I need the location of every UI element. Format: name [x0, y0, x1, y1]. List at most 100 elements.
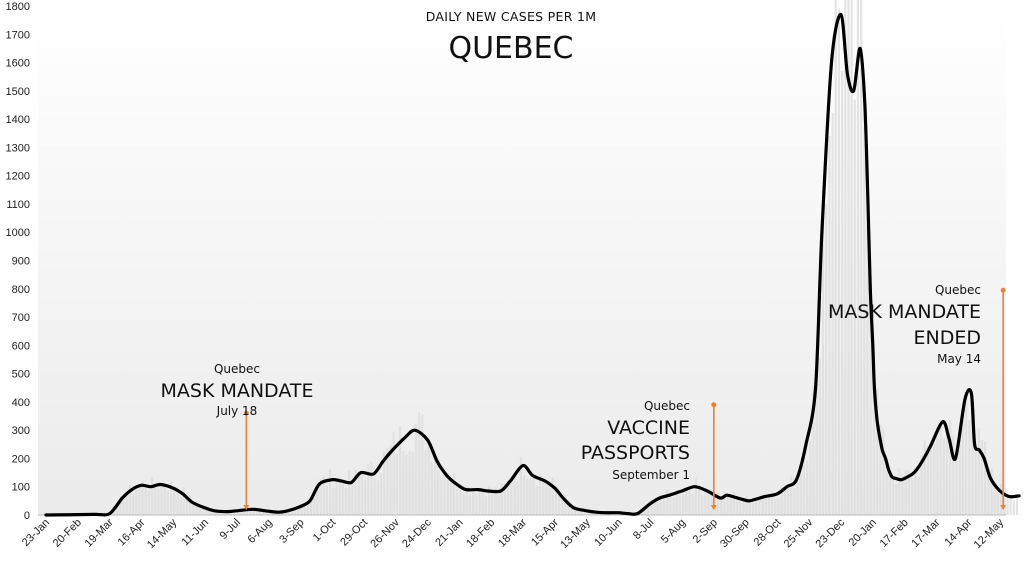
daily-bar [491, 490, 494, 515]
daily-bar [914, 468, 917, 515]
daily-bar [163, 486, 166, 515]
daily-bar [844, 0, 847, 515]
x-tick-label: 17-Mar [909, 516, 942, 549]
annotation-arrowhead [243, 505, 250, 510]
annotation-event: ENDED [914, 327, 981, 349]
daily-bar [802, 457, 805, 515]
daily-bar [179, 496, 182, 515]
daily-bar [335, 481, 338, 515]
daily-bar [157, 488, 160, 515]
chart-title: QUEBEC [448, 31, 573, 66]
daily-bar [421, 414, 424, 515]
x-tick-label: 14-Apr [942, 516, 974, 548]
daily-bar [974, 446, 977, 515]
daily-bar [287, 509, 290, 515]
daily-bar [653, 499, 656, 515]
daily-bar [872, 374, 875, 515]
daily-bar [650, 500, 653, 515]
daily-bar [386, 447, 389, 515]
y-tick-label: 400 [12, 397, 30, 409]
x-tick-label: 20-Jan [847, 517, 879, 549]
daily-bar [570, 504, 573, 515]
daily-bar [955, 454, 958, 515]
annotation-date: July 18 [216, 404, 258, 418]
daily-bar [437, 459, 440, 515]
daily-bar [472, 489, 475, 515]
daily-bar [173, 489, 176, 515]
daily-bar [904, 470, 907, 515]
daily-bar [224, 512, 227, 515]
daily-bar [249, 509, 252, 515]
daily-bar [395, 454, 398, 515]
daily-bar [554, 486, 557, 515]
daily-bar [920, 455, 923, 515]
daily-bar [383, 451, 386, 515]
daily-bar [255, 509, 259, 515]
daily-bar [729, 496, 732, 515]
daily-bar [227, 511, 230, 515]
daily-bar [911, 478, 914, 515]
daily-bar [958, 433, 961, 515]
x-tick-label: 21-Jan [433, 517, 465, 549]
daily-bar [952, 435, 955, 515]
daily-bars [52, 0, 1019, 516]
daily-bar [440, 476, 443, 515]
daily-bar [697, 486, 701, 515]
y-tick-label: 1000 [6, 227, 30, 239]
daily-bar [500, 483, 503, 515]
daily-bar [580, 509, 583, 515]
daily-bar [497, 492, 500, 515]
daily-bar [694, 477, 697, 515]
daily-bar [542, 479, 545, 515]
daily-bar [290, 508, 294, 515]
daily-bar [131, 493, 135, 515]
daily-bar [392, 432, 395, 515]
daily-bar [891, 479, 895, 515]
daily-bar [815, 354, 818, 515]
daily-bar [144, 488, 147, 515]
daily-bar [329, 469, 332, 515]
x-tick-label: 14-May [145, 516, 180, 551]
y-tick-label: 1500 [6, 86, 30, 98]
daily-bar [189, 495, 192, 515]
daily-bar [799, 473, 802, 515]
daily-bar [720, 499, 723, 515]
daily-bar [742, 499, 745, 515]
daily-bar [456, 489, 459, 515]
x-tick-label: 24-Dec [400, 516, 434, 550]
daily-bar [344, 488, 348, 515]
daily-bar [367, 463, 370, 515]
daily-bar [389, 444, 392, 515]
annotation-marker-dot [1000, 287, 1006, 293]
x-tick-label: 12-May [972, 516, 1007, 551]
x-tick-label: 10-Jun [592, 517, 624, 549]
daily-bar [462, 494, 465, 515]
daily-bar [198, 504, 201, 515]
daily-bar [446, 479, 449, 515]
daily-bar [949, 419, 952, 515]
daily-bar [926, 445, 930, 515]
daily-bar [532, 478, 535, 515]
daily-bar [418, 412, 421, 515]
daily-bar [208, 508, 211, 515]
daily-bar [294, 507, 297, 515]
daily-bar [265, 511, 268, 515]
daily-bar [214, 511, 217, 515]
daily-bar [923, 440, 926, 515]
daily-bar [538, 474, 542, 515]
daily-bar [831, 112, 834, 516]
daily-bar [176, 491, 179, 515]
daily-bar [135, 488, 138, 515]
daily-bar [297, 506, 300, 515]
daily-bar [996, 492, 999, 515]
daily-bar [370, 461, 373, 515]
daily-bar [503, 482, 507, 515]
daily-bar [945, 431, 949, 515]
daily-bar [936, 427, 939, 515]
daily-bar [777, 498, 780, 515]
daily-bar [841, 70, 844, 515]
daily-bar [376, 480, 379, 515]
daily-bar [643, 508, 646, 515]
daily-bar [351, 481, 354, 515]
daily-bar [252, 507, 255, 515]
